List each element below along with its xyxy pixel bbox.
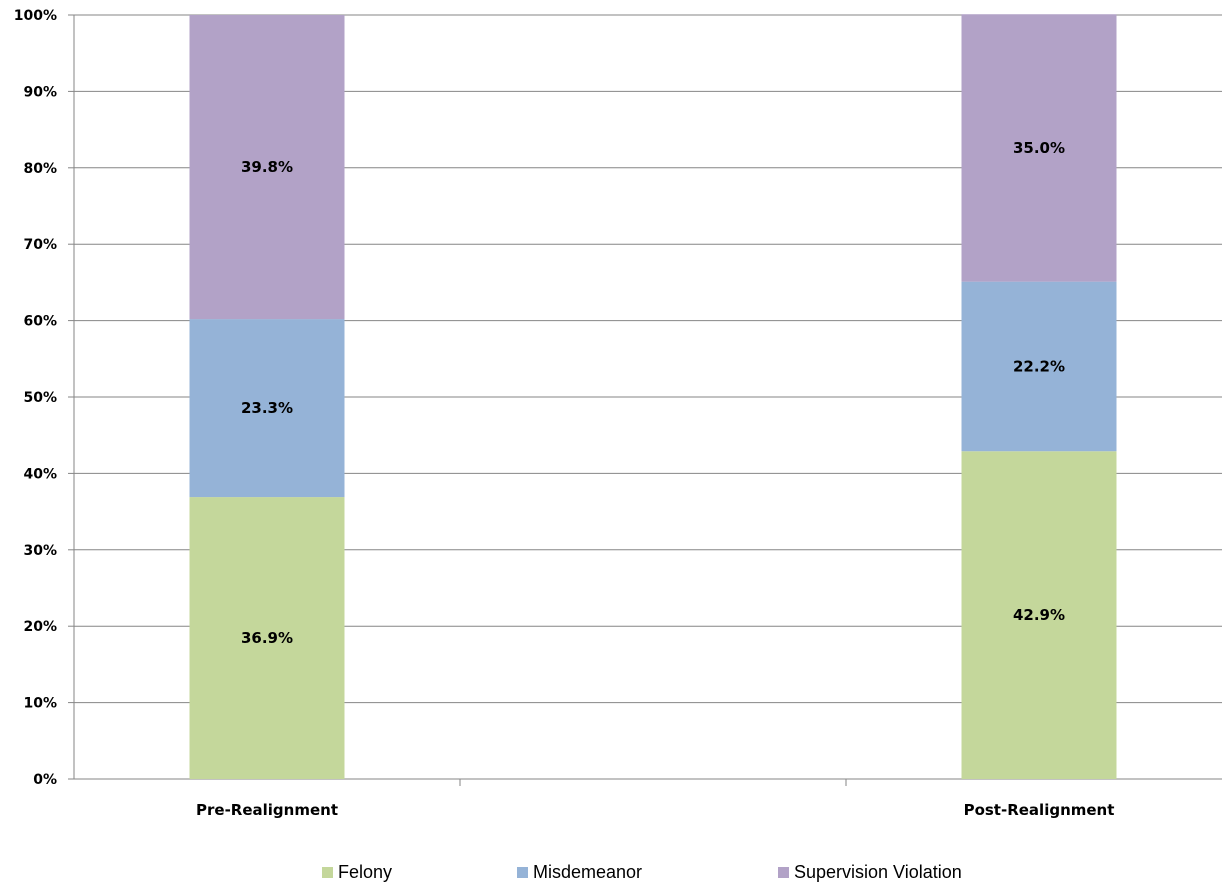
x-tick-label: Post-Realignment — [964, 801, 1115, 819]
y-tick-label: 20% — [23, 619, 57, 635]
data-label: 36.9% — [241, 629, 293, 647]
bar-segment-felony — [961, 451, 1117, 779]
legend-label-felony: Felony — [338, 861, 393, 882]
legend-label-supervision-violation: Supervision Violation — [794, 861, 962, 882]
data-label: 35.0% — [1013, 139, 1065, 157]
bar-segment-supervision-violation — [189, 15, 345, 320]
data-label: 39.8% — [241, 158, 293, 176]
y-tick-label: 60% — [23, 314, 57, 330]
y-tick-label: 0% — [33, 772, 57, 788]
legend-label-misdemeanor: Misdemeanor — [533, 861, 643, 882]
legend-item-misdemeanor: Misdemeanor — [517, 858, 642, 886]
legend-swatch-supervision-violation — [778, 866, 789, 878]
bar-segment-misdemeanor — [961, 281, 1117, 452]
y-tick-label: 90% — [23, 84, 57, 100]
legend-item-felony: Felony — [322, 858, 392, 886]
data-label: 22.2% — [1013, 357, 1065, 375]
bar-segment-supervision-violation — [961, 14, 1117, 282]
chart-legend: Felony Misdemeanor Supervision Violation — [0, 858, 1223, 886]
y-tick-label: 100% — [14, 8, 57, 24]
x-tick-label: Pre-Realignment — [196, 801, 338, 819]
data-label: 42.9% — [1013, 606, 1065, 624]
y-tick-label: 10% — [23, 696, 57, 712]
legend-swatch-misdemeanor — [517, 866, 528, 878]
y-tick-label: 70% — [23, 237, 57, 253]
data-label: 23.3% — [241, 399, 293, 417]
bar-segment-misdemeanor — [189, 319, 345, 498]
legend-swatch-felony — [322, 866, 333, 878]
y-tick-label: 80% — [23, 161, 57, 177]
y-tick-label: 50% — [23, 390, 57, 406]
legend-item-supervision-violation: Supervision Violation — [778, 858, 962, 886]
y-tick-label: 40% — [23, 466, 57, 482]
bar-segment-felony — [189, 497, 345, 779]
y-tick-label: 30% — [23, 543, 57, 559]
